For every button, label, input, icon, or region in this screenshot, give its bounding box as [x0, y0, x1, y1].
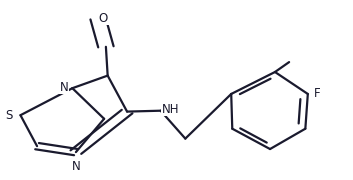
Text: F: F [314, 87, 321, 100]
Text: NH: NH [162, 103, 179, 116]
Text: N: N [60, 81, 69, 94]
Text: N: N [72, 160, 81, 173]
Text: S: S [5, 109, 13, 122]
Text: O: O [99, 12, 108, 24]
